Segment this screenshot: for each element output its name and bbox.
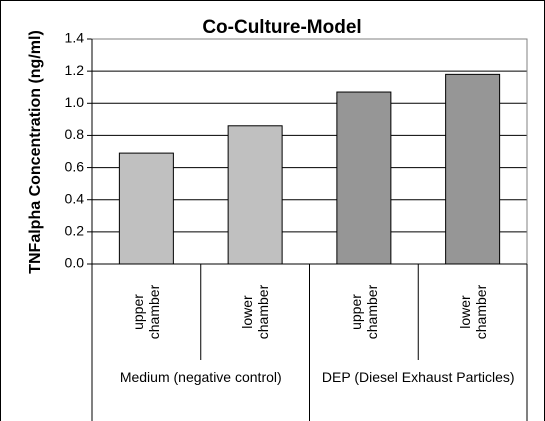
bar <box>445 73 501 265</box>
y-tick-label: 0.2 <box>65 223 85 239</box>
x-category-label: upper chamber <box>347 284 380 340</box>
x-category-label: lower chamber <box>239 284 272 340</box>
y-tick-label: 1.4 <box>65 30 85 46</box>
x-category-label: upper chamber <box>130 284 163 340</box>
group-label: DEP (Diesel Exhaust Particles) <box>321 369 515 385</box>
y-axis-label: TNFalpha Concentration (ng/ml) <box>27 30 44 274</box>
y-tick-label: 1.2 <box>65 62 85 78</box>
bar <box>118 152 174 265</box>
y-tick-label: 0.8 <box>65 126 85 142</box>
chart-title: Co-Culture-Model <box>202 17 361 38</box>
y-tick-label: 1.0 <box>65 94 85 110</box>
y-tick-label: 0.0 <box>65 255 85 271</box>
group-label: Medium (negative control) <box>119 369 282 385</box>
y-tick-label: 0.6 <box>65 158 85 174</box>
bar <box>336 91 392 265</box>
x-category-label: lower chamber <box>456 284 489 340</box>
y-tick-label: 0.4 <box>65 190 85 206</box>
bar <box>227 125 283 265</box>
